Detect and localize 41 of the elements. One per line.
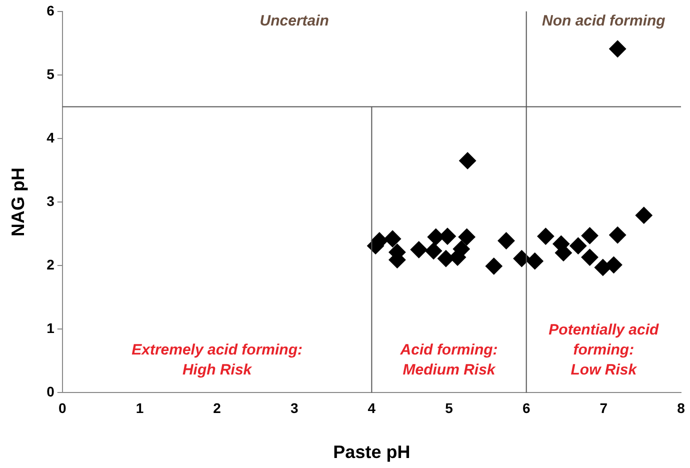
- point: [437, 250, 454, 268]
- point: [384, 230, 402, 248]
- x-tick-label: 3: [290, 400, 298, 416]
- point: [537, 228, 554, 245]
- point: [609, 226, 626, 244]
- y-tick-label: 3: [46, 192, 55, 209]
- y-tick-label: 5: [46, 66, 55, 82]
- point: [581, 227, 598, 244]
- y-tick-label: 4: [46, 129, 55, 146]
- point: [581, 248, 598, 266]
- x-axis-title: Paste pH: [333, 442, 410, 462]
- point: [425, 242, 442, 260]
- point: [458, 228, 476, 246]
- point: [485, 258, 502, 275]
- x-tick-label: 1: [136, 400, 144, 416]
- annotation: Potentially acid forming: Low Risk: [548, 322, 660, 379]
- annotation: Non acid forming: [542, 12, 666, 30]
- point: [410, 241, 428, 258]
- y-tick-label: 0: [46, 383, 55, 400]
- point: [570, 237, 587, 254]
- y-tick-label: 2: [46, 256, 55, 272]
- annotation: Extremely acid forming: High Risk: [132, 342, 302, 379]
- x-tick-label: 6: [522, 400, 530, 416]
- point: [609, 40, 626, 58]
- point: [498, 232, 515, 250]
- x-tick-label: 7: [600, 400, 608, 416]
- x-tick-label: 5: [445, 400, 454, 416]
- y-tick-label: 1: [46, 320, 55, 336]
- point: [635, 206, 652, 224]
- y-tick-label: 6: [46, 2, 55, 18]
- point: [459, 152, 476, 170]
- annotation: Acid forming: Medium Risk: [399, 342, 498, 379]
- point: [605, 256, 622, 274]
- x-tick-label: 2: [213, 400, 222, 416]
- y-axis-title: NAG pH: [8, 168, 28, 236]
- x-tick-label: 4: [368, 400, 376, 416]
- x-tick-label: 0: [58, 400, 66, 416]
- x-tick-label: 8: [677, 400, 686, 416]
- point: [513, 250, 530, 268]
- annotation: Uncertain: [260, 12, 329, 30]
- point: [526, 252, 544, 270]
